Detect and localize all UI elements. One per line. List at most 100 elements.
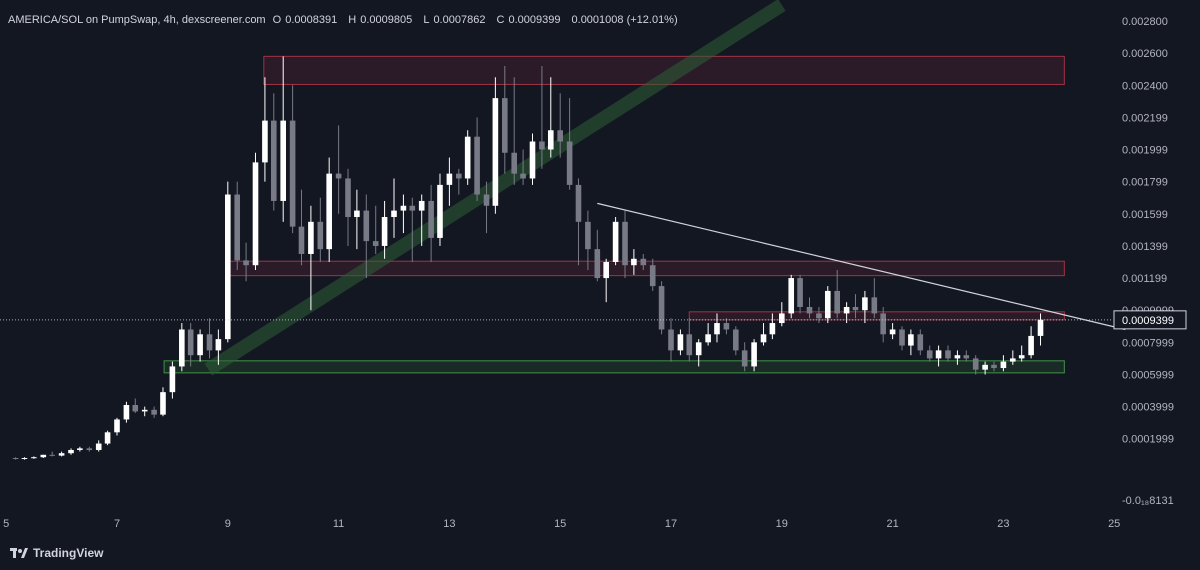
candle <box>12 457 19 460</box>
candle-body <box>400 205 407 211</box>
candle <box>594 229 601 282</box>
candle <box>49 451 55 457</box>
candle <box>114 417 120 436</box>
candle <box>95 440 102 452</box>
candle-body <box>917 334 924 351</box>
candle <box>631 249 637 275</box>
candle-body <box>437 184 443 238</box>
candle <box>779 302 785 327</box>
candle <box>298 189 305 266</box>
candle-body <box>104 432 111 444</box>
candle-body <box>252 162 259 266</box>
candle-body <box>520 173 526 179</box>
candle <box>418 194 425 246</box>
tradingview-watermark[interactable]: TradingView <box>10 546 103 560</box>
candle <box>289 85 296 234</box>
candle-body <box>474 136 480 195</box>
candle <box>557 93 563 158</box>
candle-body <box>464 136 471 179</box>
candle-body <box>280 120 286 201</box>
candle-body <box>668 329 674 351</box>
candle <box>1028 326 1034 359</box>
price-tick-label: 0.0005999 <box>1122 369 1174 381</box>
candle-body <box>289 120 296 227</box>
candle-body <box>760 334 767 343</box>
candle <box>668 318 674 362</box>
candle <box>935 345 942 367</box>
time-tick-label: 13 <box>443 518 455 530</box>
candle <box>270 93 277 211</box>
candle <box>169 361 176 399</box>
plot-background <box>0 0 1112 512</box>
low-value: L 0.0007862 <box>423 14 486 26</box>
candle <box>132 398 139 414</box>
candle <box>871 278 878 319</box>
price-tick-label: 0.0001999 <box>1122 434 1174 446</box>
candle-body <box>824 290 831 319</box>
time-tick-label: 15 <box>554 518 566 530</box>
candle-body <box>566 141 573 185</box>
candle-body <box>21 458 28 460</box>
time-tick-label: 5 <box>3 518 9 530</box>
candle <box>335 125 342 214</box>
candle <box>483 181 490 234</box>
price-tick-label: -0.0₁₈8131 <box>1122 495 1174 507</box>
candle-body <box>354 210 360 218</box>
candle <box>308 205 314 311</box>
candle-body <box>816 313 822 319</box>
candle <box>945 345 951 362</box>
candle-body <box>363 210 370 242</box>
candle-body <box>908 334 914 346</box>
candle-body <box>308 221 314 254</box>
candle-body <box>954 355 961 359</box>
candle <box>982 361 988 375</box>
candle <box>529 133 536 185</box>
price-tick-label: 0.002400 <box>1122 80 1168 92</box>
candle-body <box>1000 361 1007 369</box>
price-axis[interactable]: 0.002800 0.002600 0.002400 0.002199 0.001999… <box>1122 16 1174 507</box>
candle <box>243 242 249 282</box>
candle <box>852 294 859 319</box>
candle <box>908 329 914 356</box>
candle-body <box>270 120 277 201</box>
candle-body <box>391 210 397 218</box>
descending-trendline <box>597 202 1126 331</box>
candle-body <box>658 286 665 330</box>
candle-body <box>40 454 47 458</box>
candle-body <box>686 334 693 356</box>
watermark-brand: TradingView <box>33 546 104 560</box>
candle <box>345 168 351 246</box>
candle-body <box>871 297 878 314</box>
candle-body <box>972 358 979 370</box>
candle-body <box>769 323 776 335</box>
candle <box>862 290 868 324</box>
change-value: 0.0001008 (+12.01%) <box>571 14 678 26</box>
candle-body <box>1028 335 1034 356</box>
last-price-tag: 0.0009399 <box>1113 310 1187 330</box>
price-tick-label: 0.0007999 <box>1122 337 1174 349</box>
candle <box>123 401 130 423</box>
candle <box>225 181 231 343</box>
time-axis[interactable]: 5 7 9 11 13 15 17 19 21 23 25 <box>3 518 1120 530</box>
candle-body <box>695 342 702 356</box>
candle <box>1000 355 1007 372</box>
price-tick-label: 0.001799 <box>1122 177 1168 189</box>
candle <box>972 355 979 375</box>
candle-body <box>95 443 102 450</box>
candle <box>963 350 970 362</box>
candle-body <box>31 457 37 459</box>
candle-body <box>381 217 388 246</box>
candle <box>899 326 905 351</box>
price-tick-label: 0.0003999 <box>1122 402 1174 414</box>
high-value: H 0.0009805 <box>348 14 413 26</box>
candle-body <box>160 392 166 415</box>
candle-body <box>575 184 582 222</box>
time-tick-label: 19 <box>776 518 788 530</box>
candle <box>741 342 748 372</box>
open-value: O 0.0008391 <box>272 14 338 26</box>
candle <box>760 323 767 346</box>
candle <box>733 326 739 356</box>
candle-body <box>806 306 813 314</box>
candle-body <box>926 350 933 359</box>
